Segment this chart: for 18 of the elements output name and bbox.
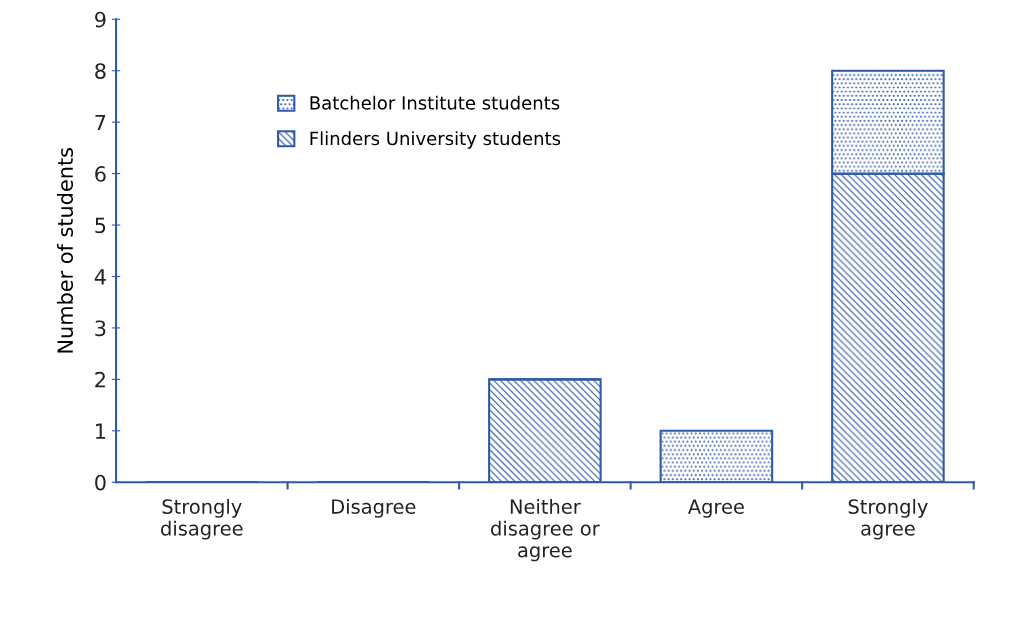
y-tick-label: 9 [95,11,106,28]
y-tick-label: 8 [95,63,106,79]
y-tick-label: 6 [95,166,106,182]
y-tick-label: 2 [95,371,105,388]
y-tick-label: 1 [96,423,106,439]
y-tick-label: 5 [95,217,106,234]
y-axis-title: Number of students [56,148,74,353]
x-tick-label: Disagree [332,498,416,518]
legend-label: Batchelor Institute students [310,95,560,110]
legend-label: Flinders University students [310,131,561,149]
x-tick-label: Strongly disagree [161,498,243,540]
y-tick-label: 4 [94,269,106,285]
y-tick-label: 3 [95,320,106,337]
x-tick-label: Neither disagree or agree [491,498,600,562]
x-tick-label: Agree [687,499,744,518]
x-tick-label: Strongly agree [848,498,928,540]
y-tick-label: 0 [95,474,106,491]
y-tick-label: 7 [95,114,106,131]
